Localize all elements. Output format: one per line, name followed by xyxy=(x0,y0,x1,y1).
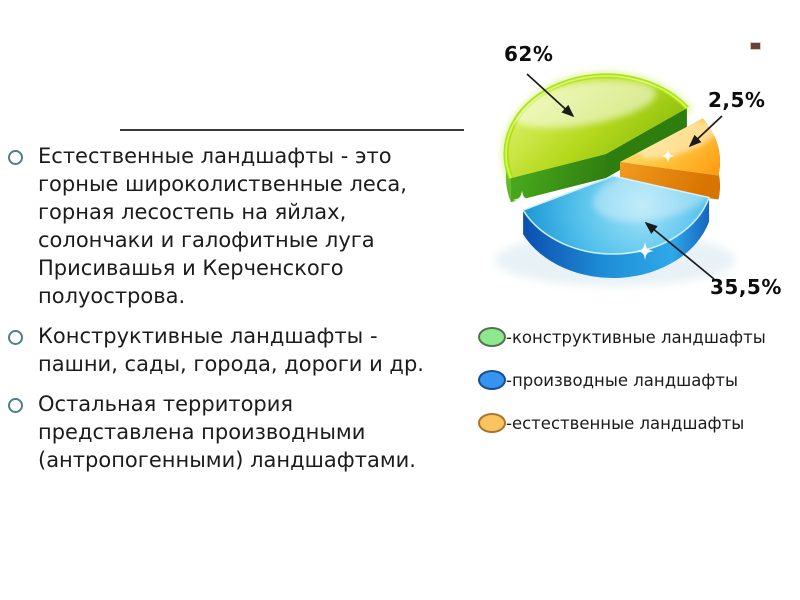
pie-slice-orange xyxy=(620,118,721,200)
divider-line xyxy=(120,129,464,131)
legend-label: -конструктивные ландшафты xyxy=(506,327,766,347)
bullet-text: Естественные ландшафты - это горные широ… xyxy=(38,144,407,308)
bullet-item: Естественные ландшафты - это горные широ… xyxy=(6,142,462,310)
legend-item: -конструктивные ландшафты xyxy=(478,327,766,347)
bullet-item: Остальная территория представлена произв… xyxy=(6,390,462,474)
chart-legend: -конструктивные ландшафты -производные л… xyxy=(478,327,766,433)
pie-value-label-blue: 35,5% xyxy=(710,275,782,299)
bullet-circle-icon xyxy=(8,150,23,165)
bullet-circle-icon xyxy=(8,330,23,345)
bullet-circle-icon xyxy=(8,398,23,413)
legend-item: -естественные ландшафты xyxy=(478,413,766,433)
bullet-item: Конструктивные ландшафты - пашни, сады, … xyxy=(6,322,462,378)
bullet-text: Остальная территория представлена произв… xyxy=(38,392,416,472)
legend-swatch-orange-icon xyxy=(478,413,506,433)
legend-item: -производные ландшафты xyxy=(478,370,766,390)
legend-label: -производные ландшафты xyxy=(506,370,739,390)
artifact-dash xyxy=(750,42,761,50)
bullet-text: Конструктивные ландшафты - пашни, сады, … xyxy=(38,324,424,376)
arrow-2-5 xyxy=(688,115,723,148)
arrow-62 xyxy=(526,73,575,118)
legend-swatch-green-icon xyxy=(478,327,506,347)
arrow-35-5 xyxy=(644,221,715,280)
pie-value-label-green: 62% xyxy=(504,42,554,66)
bullet-list: Естественные ландшафты - это горные широ… xyxy=(6,142,462,486)
legend-swatch-blue-icon xyxy=(478,370,506,390)
pie-value-label-orange: 2,5% xyxy=(708,88,766,112)
callout-arrows xyxy=(526,73,723,280)
legend-label: -естественные ландшафты xyxy=(506,413,745,433)
